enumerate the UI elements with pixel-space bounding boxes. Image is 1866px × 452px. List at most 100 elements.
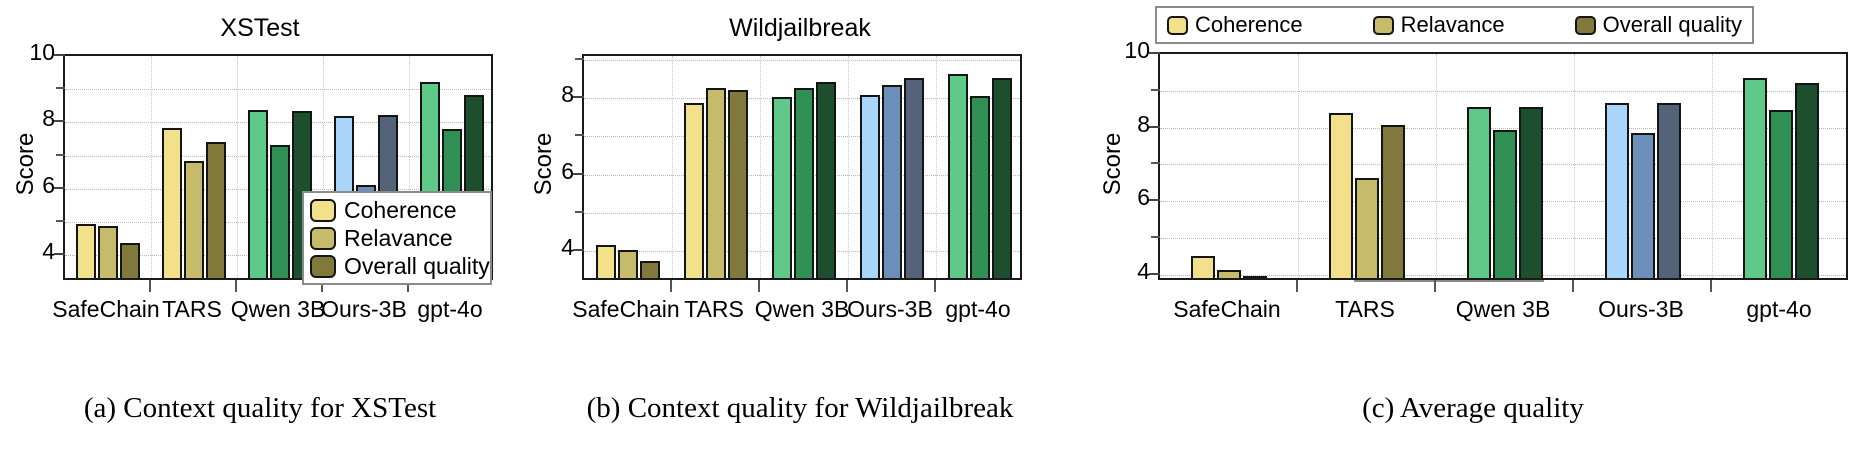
x-axis-label-ours-3b: Ours-3B <box>1598 296 1684 322</box>
gridline-vertical <box>672 56 673 278</box>
x-tick-separator <box>235 280 237 292</box>
legend-swatch-icon <box>310 226 336 250</box>
gridline-vertical <box>760 56 761 278</box>
y-tick-mark-minor <box>575 211 584 214</box>
x-tick-separator <box>1434 280 1436 292</box>
bar-safechain-coherence <box>596 244 616 278</box>
bar-tars-coherence <box>684 103 704 278</box>
y-tick-mark <box>1149 272 1160 275</box>
y-tick-label: 4 <box>1137 257 1150 284</box>
bar-qwen-3b-coherence <box>1467 106 1491 278</box>
gridline-vertical <box>848 56 849 278</box>
y-tick-mark <box>1149 199 1160 202</box>
plot-area-xstest <box>63 54 493 280</box>
legend-label: Coherence <box>344 196 457 223</box>
x-axis-label-gpt-4o: gpt-4o <box>417 296 483 322</box>
panel-xstest: XSTest Score (a) Context quality for XST… <box>0 0 520 452</box>
bar-gpt-4o-relavance <box>970 95 990 278</box>
y-tick-mark <box>1149 125 1160 128</box>
gridline-horizontal <box>65 89 491 91</box>
legend-item-overall-quality[interactable]: Overall quality <box>310 252 490 280</box>
y-tick-mark <box>54 186 65 189</box>
bar-tars-coherence <box>162 128 182 278</box>
bar-gpt-4o-coherence <box>948 73 968 278</box>
x-tick-separator <box>758 280 760 292</box>
y-tick-mark <box>54 120 65 123</box>
bar-safechain-relavance <box>1217 269 1241 278</box>
x-axis-label-tars: TARS <box>1335 296 1395 322</box>
bar-tars-overall-quality <box>1381 125 1405 278</box>
bar-tars-relavance <box>706 87 726 278</box>
bar-tars-overall-quality <box>206 142 226 278</box>
legend-average[interactable]: Coherence Relavance Overall quality <box>1155 6 1754 44</box>
bar-ours-3b-coherence <box>1605 102 1629 278</box>
x-tick-separator <box>1572 280 1574 292</box>
plot-frame-c <box>1158 52 1848 280</box>
legend-swatch-icon <box>310 254 336 278</box>
bar-safechain-relavance <box>98 226 118 278</box>
bar-safechain-overall-quality <box>120 242 140 278</box>
legend-item-relavance[interactable]: Relavance <box>1372 14 1505 36</box>
legend-swatch-icon <box>310 198 336 222</box>
bar-qwen-3b-coherence <box>248 109 268 278</box>
bar-safechain-coherence <box>1191 256 1215 278</box>
y-tick-label: 6 <box>561 157 574 184</box>
x-tick-separator <box>846 280 848 292</box>
y-tick-mark-minor <box>1151 235 1160 238</box>
legend-item-coherence[interactable]: Coherence <box>310 196 483 224</box>
legend-item-coherence[interactable]: Coherence <box>1167 14 1303 36</box>
gridline-horizontal <box>65 122 491 124</box>
panel-wildjailbreak: Wildjailbreak Score (b) Context quality … <box>520 0 1544 452</box>
x-axis-label-safechain: SafeChain <box>52 296 160 322</box>
bar-tars-overall-quality <box>728 89 748 278</box>
x-axis-label-gpt-4o: gpt-4o <box>1746 296 1812 322</box>
x-axis-label-ours-3b: Ours-3B <box>847 296 933 322</box>
legend-label: Overall quality <box>1602 12 1742 37</box>
x-axis-label-tars: TARS <box>684 296 744 322</box>
plot-area-wildjailbreak <box>582 54 1022 280</box>
x-tick-separator <box>1296 280 1298 292</box>
bar-gpt-4o-overall-quality <box>1795 82 1819 278</box>
x-axis-label-safechain: SafeChain <box>1173 296 1281 322</box>
y-tick-mark <box>1149 52 1160 54</box>
legend-item-relavance[interactable]: Relavance <box>310 224 483 252</box>
y-tick-label: 10 <box>1124 37 1150 63</box>
bar-qwen-3b-coherence <box>772 96 792 278</box>
plot-frame-b <box>582 54 1022 280</box>
legend-swatch-icon <box>1167 15 1188 35</box>
legend-item-overall-quality[interactable]: Overall quality <box>1574 12 1742 37</box>
bar-safechain-overall-quality <box>640 260 660 278</box>
legend-swatch-icon <box>1372 15 1394 35</box>
gridline-vertical <box>323 56 324 278</box>
y-tick-label: 8 <box>42 105 55 132</box>
caption-c: (c) Average quality <box>1362 392 1584 424</box>
y-tick-mark <box>54 54 65 56</box>
gridline-horizontal <box>584 59 1020 61</box>
y-tick-mark <box>573 249 584 252</box>
gridline-vertical <box>1574 54 1575 278</box>
gridline-vertical <box>1298 54 1299 278</box>
y-tick-mark-minor <box>56 220 65 223</box>
x-tick-separator <box>149 280 151 292</box>
bar-tars-coherence <box>1329 112 1353 278</box>
bar-qwen-3b-overall-quality <box>1519 106 1543 278</box>
bar-gpt-4o-relavance <box>1769 109 1793 278</box>
x-tick-separator <box>407 280 409 292</box>
x-axis-label-safechain: SafeChain <box>572 296 680 322</box>
y-tick-mark-minor <box>575 57 584 60</box>
x-axis-label-qwen-3b: Qwen 3B <box>754 296 850 322</box>
panel-average: Coherence Relavance Overall quality Score … <box>1080 0 1866 452</box>
x-axis-label-qwen-3b: Qwen 3B <box>230 296 326 322</box>
gridline-vertical <box>936 56 937 278</box>
bar-qwen-3b-overall-quality <box>816 82 836 278</box>
y-tick-label: 4 <box>561 234 574 261</box>
legend-label: Coherence <box>1195 12 1303 37</box>
y-tick-label: 8 <box>1137 110 1150 137</box>
y-tick-mark-minor <box>575 134 584 137</box>
bar-qwen-3b-relavance <box>1493 129 1517 278</box>
y-tick-mark <box>573 172 584 175</box>
y-tick-label: 8 <box>561 81 574 108</box>
y-tick-mark-minor <box>56 153 65 156</box>
